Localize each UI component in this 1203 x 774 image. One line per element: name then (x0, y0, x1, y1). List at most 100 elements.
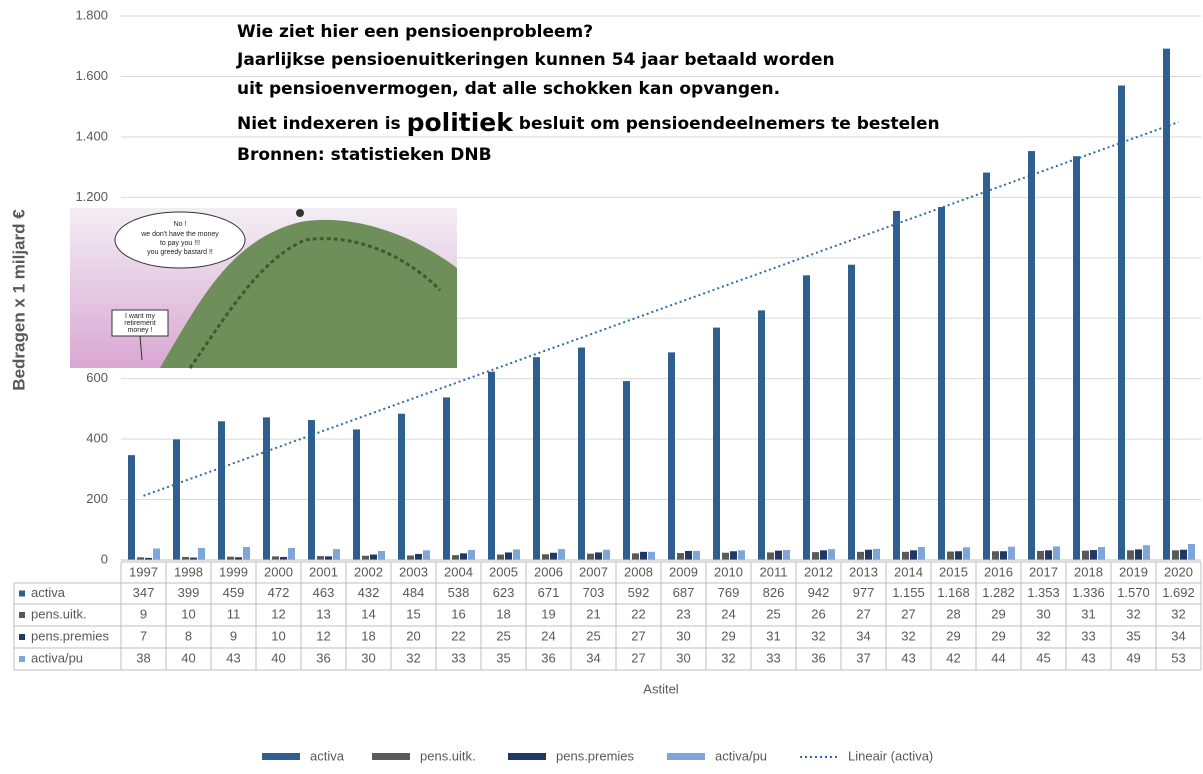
table-row-label: activa (31, 585, 66, 600)
bar (423, 550, 430, 560)
bar (918, 547, 925, 560)
annotation: Bronnen: statistieken DNB (237, 145, 492, 165)
bar (1135, 549, 1142, 560)
bar (865, 550, 872, 560)
bar (1172, 550, 1179, 560)
bar (407, 555, 414, 560)
bar (333, 549, 340, 560)
cartoon: No ! we don't have the money to pay you … (70, 208, 457, 368)
table-value: 45 (1036, 650, 1050, 665)
table-year: 1998 (174, 564, 203, 579)
bar (910, 550, 917, 560)
bar (558, 549, 565, 560)
table-value: 21 (586, 606, 600, 621)
bar (1028, 151, 1035, 560)
legend-label: pens.premies (556, 748, 635, 763)
bar (648, 552, 655, 560)
y-tick-label: 1.600 (75, 68, 108, 83)
y-axis-title: Bedragen x 1 miljard € (9, 209, 28, 391)
bar (243, 547, 250, 560)
bar (1180, 550, 1187, 560)
table-value: 43 (901, 650, 915, 665)
table-value: 40 (181, 650, 195, 665)
table-year: 2002 (354, 564, 383, 579)
annotation: Niet indexeren is politiek besluit om pe… (237, 108, 940, 137)
bar (722, 553, 729, 560)
bar (632, 553, 639, 560)
annotation: Wie ziet hier een pensioenprobleem? (237, 22, 593, 42)
marks-layer: 1997199819992000200120022003200420052006… (14, 49, 1201, 764)
bar (783, 550, 790, 560)
table-value: 22 (451, 628, 465, 643)
table-year: 2004 (444, 564, 473, 579)
table-value: 32 (1171, 606, 1185, 621)
table-value: 40 (271, 650, 285, 665)
bar (812, 552, 819, 560)
bar (460, 553, 467, 560)
table-value: 9 (140, 606, 147, 621)
bar (468, 550, 475, 560)
cartoon-text: No ! (174, 221, 187, 228)
bar (730, 551, 737, 560)
bar (415, 554, 422, 560)
table-value: 29 (721, 628, 735, 643)
bar (317, 556, 324, 560)
table-value: 463 (313, 585, 335, 600)
legend-swatch (667, 753, 705, 760)
table-year: 2015 (939, 564, 968, 579)
table-value: 623 (493, 585, 515, 600)
legend-swatch (508, 753, 546, 760)
table-value: 42 (946, 650, 960, 665)
table-value: 1.155 (892, 585, 925, 600)
table-value: 30 (676, 628, 690, 643)
bar (992, 551, 999, 560)
bar (758, 310, 765, 560)
bar (828, 549, 835, 560)
table-year: 2003 (399, 564, 428, 579)
table-value: 687 (673, 585, 695, 600)
table-year: 2010 (714, 564, 743, 579)
table-year: 2014 (894, 564, 923, 579)
cartoon-text: money ! (128, 327, 153, 334)
table-value: 36 (811, 650, 825, 665)
table-value: 27 (856, 606, 870, 621)
bar (128, 455, 135, 560)
table-value: 23 (676, 606, 690, 621)
table-value: 30 (1036, 606, 1050, 621)
bar (578, 348, 585, 560)
y-tick-label: 1.200 (75, 189, 108, 204)
table-year: 2006 (534, 564, 563, 579)
table-value: 10 (271, 628, 285, 643)
table-value: 33 (766, 650, 780, 665)
bar (272, 556, 279, 560)
table-value: 1.168 (937, 585, 970, 600)
bar (820, 550, 827, 560)
table-value: 34 (1171, 628, 1185, 643)
table-value: 25 (496, 628, 510, 643)
table-year: 2017 (1029, 564, 1058, 579)
bar (803, 275, 810, 560)
table-value: 34 (856, 628, 870, 643)
table-value: 826 (763, 585, 785, 600)
table-value: 942 (808, 585, 830, 600)
bar (1082, 551, 1089, 560)
bar (938, 207, 945, 560)
table-value: 19 (541, 606, 555, 621)
table-value: 49 (1126, 650, 1140, 665)
table-value: 9 (230, 628, 237, 643)
table-value: 26 (811, 606, 825, 621)
table-value: 33 (451, 650, 465, 665)
table-value: 27 (631, 628, 645, 643)
bar (263, 417, 270, 560)
bar (488, 372, 495, 560)
bar (173, 439, 180, 560)
bar (677, 553, 684, 560)
table-value: 32 (901, 628, 915, 643)
cartoon-text: we don't have the money (140, 231, 219, 238)
bar (1053, 546, 1060, 560)
table-value: 18 (361, 628, 375, 643)
legend-label: activa/pu (715, 748, 767, 763)
table-value: 32 (811, 628, 825, 643)
bar (533, 357, 540, 560)
table-value: 459 (223, 585, 245, 600)
